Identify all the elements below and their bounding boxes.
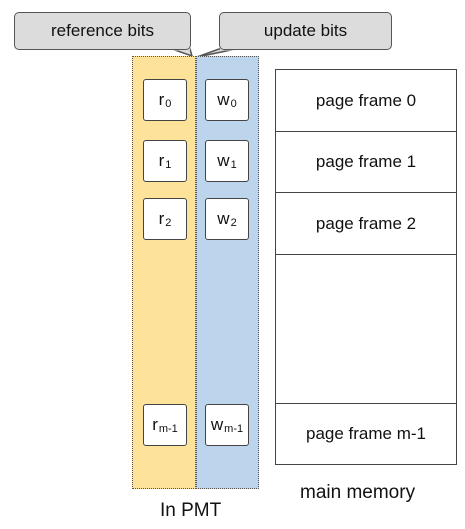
pmt-caption: In PMT: [160, 500, 222, 521]
page-frame: page frame 2: [276, 193, 456, 255]
reference-bits-callout: reference bits: [14, 12, 191, 50]
page-frame: page frame 0: [276, 70, 456, 132]
reference-bits-label: reference bits: [51, 21, 154, 40]
page-frame: page frame m-1: [276, 403, 456, 464]
main-memory-block: page frame 0 page frame 1 page frame 2 p…: [275, 69, 457, 465]
update-bit-cell: w m-1: [205, 404, 249, 446]
page-frame: page frame 1: [276, 132, 456, 193]
update-bits-label: update bits: [263, 21, 348, 40]
update-bits-callout: update bits: [219, 12, 392, 50]
memory-gap: [276, 255, 456, 403]
main-memory-caption: main memory: [300, 482, 416, 503]
reference-bit-cell: r m-1: [143, 404, 187, 446]
